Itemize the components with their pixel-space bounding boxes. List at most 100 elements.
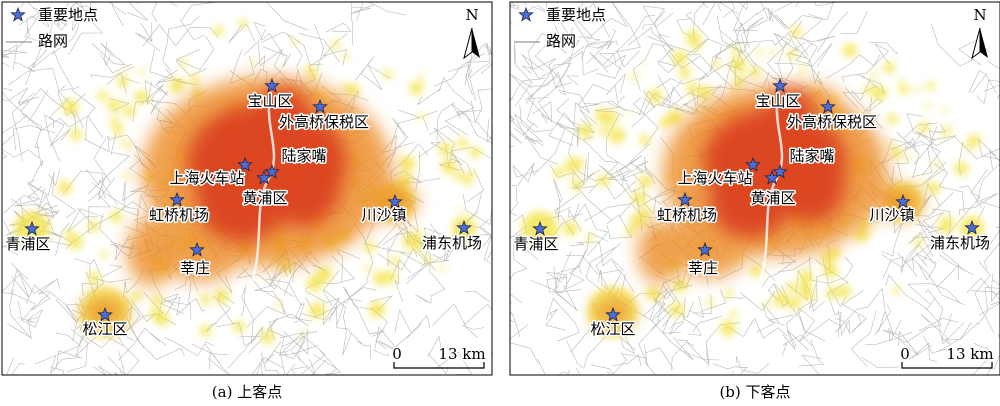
heat-spot — [730, 57, 746, 73]
road — [429, 125, 460, 136]
road — [977, 79, 1000, 105]
road — [324, 289, 352, 356]
heat-spot — [820, 250, 834, 264]
road — [586, 39, 611, 64]
heat-spot — [799, 66, 807, 74]
heat-spot — [192, 84, 201, 93]
heat-spot — [627, 110, 632, 115]
heat-spot — [381, 68, 386, 73]
road — [407, 237, 457, 279]
heat-spot — [898, 84, 909, 95]
heat-spot — [630, 212, 646, 228]
heat-spot — [260, 330, 275, 344]
road — [521, 46, 585, 80]
road — [486, 29, 492, 55]
heat-spot — [798, 284, 813, 299]
heat-spot — [553, 167, 565, 178]
place-marker — [24, 220, 40, 236]
road — [566, 341, 585, 369]
scale-end: 13 km — [438, 345, 485, 363]
place-marker — [895, 193, 911, 209]
road — [669, 297, 686, 336]
road — [3, 179, 41, 214]
north-arrow — [472, 28, 480, 58]
heat-spot — [275, 301, 281, 308]
heat-layer — [14, 19, 481, 344]
road — [11, 363, 25, 375]
road — [918, 317, 959, 332]
road — [159, 296, 192, 320]
place-label: 浦东机场 — [930, 234, 990, 252]
road — [615, 156, 647, 180]
road — [657, 45, 677, 67]
heat-spot — [97, 90, 108, 101]
heat-spot — [102, 254, 108, 260]
road — [788, 2, 834, 29]
road — [877, 310, 913, 342]
road — [510, 324, 539, 365]
road — [521, 2, 558, 18]
heat-blob — [262, 137, 342, 227]
road — [356, 2, 407, 22]
heat-spot — [826, 286, 839, 299]
road — [736, 356, 770, 374]
road — [12, 125, 56, 151]
road — [795, 42, 831, 99]
scale-bar — [393, 362, 485, 369]
heat-spot — [309, 302, 326, 319]
road — [394, 309, 412, 334]
road — [262, 46, 292, 68]
heat-spot — [418, 113, 425, 121]
road — [175, 35, 215, 70]
heat-spot — [597, 174, 610, 187]
road — [351, 2, 354, 46]
scale-start: 0 — [392, 345, 402, 363]
road — [590, 364, 614, 375]
heat-spot — [756, 49, 763, 56]
road — [510, 74, 539, 128]
road — [241, 266, 285, 328]
road — [55, 299, 80, 323]
road — [482, 235, 492, 264]
road — [169, 2, 178, 7]
road — [605, 114, 632, 181]
heat-spot — [138, 68, 146, 76]
road — [261, 363, 263, 375]
road — [561, 232, 608, 294]
road — [268, 301, 309, 340]
heat-spot — [730, 310, 738, 318]
road — [179, 18, 205, 41]
road — [587, 152, 601, 178]
map-content — [2, 2, 492, 375]
road — [335, 302, 364, 345]
place-marker — [772, 163, 788, 179]
road — [227, 326, 263, 369]
heat-spot — [941, 135, 946, 140]
road — [601, 258, 625, 272]
heat-spot — [928, 181, 941, 195]
road — [97, 333, 140, 375]
place-label: 宝山区 — [247, 92, 292, 110]
road — [985, 227, 1000, 252]
road — [794, 46, 820, 85]
road — [26, 10, 50, 35]
road — [117, 327, 166, 361]
road — [451, 103, 482, 122]
road — [248, 317, 284, 353]
road — [415, 151, 421, 192]
heat-spot — [62, 99, 79, 116]
heat-spot — [424, 255, 432, 264]
heat-spot — [890, 147, 901, 157]
heat-spot — [883, 61, 895, 74]
heat-spot — [672, 50, 687, 65]
place-marker — [745, 156, 761, 172]
road — [845, 87, 872, 112]
road — [447, 64, 473, 96]
road — [345, 298, 362, 304]
heat-spot — [924, 103, 931, 109]
road — [716, 12, 758, 55]
road — [228, 23, 256, 44]
road — [253, 54, 266, 70]
road — [525, 32, 559, 101]
